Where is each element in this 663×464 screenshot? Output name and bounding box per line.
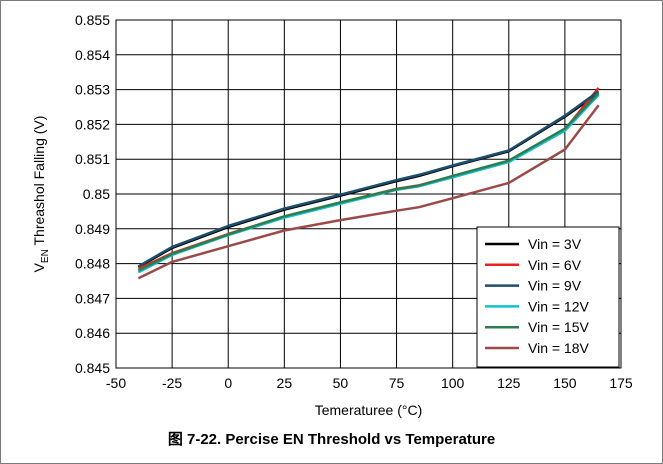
legend-label: Vin = 12V: [528, 298, 590, 314]
series-line: [137, 92, 600, 272]
x-tick-label: 125: [497, 375, 521, 391]
x-tick-label: 150: [553, 375, 577, 391]
series-line: [137, 90, 600, 268]
legend-label: Vin = 15V: [528, 319, 590, 335]
x-tick-label: 75: [389, 375, 405, 391]
y-axis-label-main: V: [31, 262, 47, 272]
legend-label: Vin = 18V: [528, 340, 590, 356]
y-tick-label: 0.855: [75, 12, 110, 28]
legend: Vin = 3V Vin = 6V Vin = 9V Vin = 12V Vin = 1…: [476, 226, 620, 368]
y-tick-label: 0.848: [75, 256, 110, 272]
legend-label: Vin = 6V: [528, 257, 582, 273]
y-tick-label: 0.849: [75, 221, 110, 237]
x-tick-labels: -50 -25 0 25 50 75 100 125 150 175: [106, 375, 633, 391]
y-axis-label-subscript: EN: [40, 249, 51, 263]
y-tick-labels: 0.845 0.846 0.847 0.848 0.849 0.85 0.851 0.852 0…: [75, 12, 110, 376]
x-tick-label: 25: [277, 375, 293, 391]
y-axis-label: VEN Threashol Falling (V): [31, 116, 51, 273]
y-tick-label: 0.851: [75, 151, 110, 167]
x-axis-label: Temeraturee (°C): [315, 402, 423, 418]
x-tick-label: 175: [609, 375, 633, 391]
y-tick-label: 0.852: [75, 116, 110, 132]
x-tick-label: 100: [441, 375, 465, 391]
y-tick-label: 0.853: [75, 82, 110, 98]
y-tick-label: 0.854: [75, 47, 110, 63]
series-line: [137, 104, 600, 280]
legend-label: Vin = 9V: [528, 278, 582, 294]
x-tick-label: -25: [162, 375, 182, 391]
line-chart: 0.845 0.846 0.847 0.848 0.849 0.85 0.851 0.852 0…: [31, 12, 633, 418]
figure-caption: 图 7-22. Percise EN Threshold vs Temperat…: [167, 431, 496, 448]
series-lines: [137, 87, 600, 280]
plot-area-border: [115, 19, 622, 369]
legend-box: [476, 226, 620, 368]
x-tick-label: -50: [106, 375, 126, 391]
y-tick-label: 0.845: [75, 360, 110, 376]
y-tick-label: 0.846: [75, 325, 110, 341]
x-tick-label: 0: [224, 375, 232, 391]
y-tick-label: 0.847: [75, 290, 110, 306]
legend-label: Vin = 3V: [528, 236, 582, 252]
y-tick-label: 0.85: [83, 186, 110, 202]
y-axis-label-rest: Threashol Falling (V): [31, 116, 47, 250]
x-tick-label: 50: [333, 375, 349, 391]
